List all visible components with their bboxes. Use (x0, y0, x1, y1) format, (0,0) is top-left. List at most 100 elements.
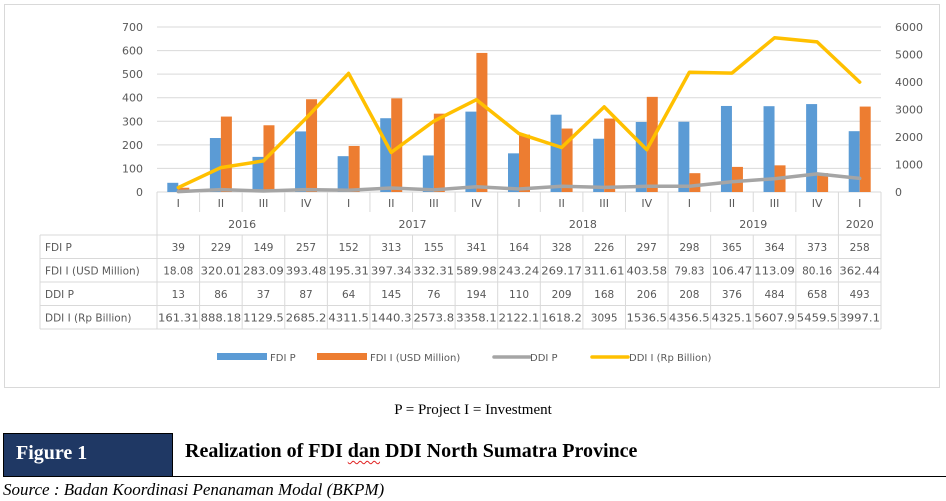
year-label: 2016 (228, 218, 256, 231)
bar-fdi-i (604, 118, 616, 192)
table-cell: 397.34 (371, 266, 412, 278)
table-cell: 328 (552, 242, 572, 254)
table-cell: 393.48 (286, 266, 327, 278)
table-cell: 168 (594, 289, 614, 301)
year-label: 2019 (739, 218, 767, 231)
table-cell: 149 (253, 242, 273, 254)
table-cell: 888.18 (201, 313, 242, 325)
table-cell: 37 (257, 289, 270, 301)
quarter-label: IV (641, 197, 652, 210)
chart-frame: 0 100 200 300 400 500 600 700 0 1000 2000 3000 4000… (4, 4, 940, 388)
legend-swatch-bar (317, 353, 367, 360)
table-cell: 4356.5 (669, 313, 710, 325)
table-cell: 376 (722, 289, 742, 301)
table-cell: 4311.5 (328, 313, 369, 325)
left-tick-label: 0 (136, 186, 143, 199)
table-cell: 1440.3 (371, 313, 412, 325)
table-cell: 658 (807, 289, 827, 301)
table-cell: 589.98 (456, 266, 497, 278)
table-cell: 39 (172, 242, 185, 254)
table-cell: 161.31 (158, 313, 199, 325)
right-tick-label: 6000 (895, 21, 923, 34)
table-cell: 76 (427, 289, 441, 301)
bar-fdi-i (689, 173, 701, 192)
table-cell: 4325.1 (712, 313, 753, 325)
table-cell: 313 (381, 242, 401, 254)
table-row-label: DDI P (45, 289, 74, 301)
bar-fdi-i (220, 116, 232, 192)
table-cell: 5459.5 (797, 313, 838, 325)
bars (167, 52, 871, 192)
figure-label: Figure 1 (16, 442, 88, 464)
table-cell: 195.31 (328, 266, 369, 278)
bar-fdi-p (806, 104, 818, 192)
figure-title-spellcheck-word: dan (347, 440, 381, 462)
quarter-label: I (858, 197, 861, 210)
quarter-label: II (558, 197, 565, 210)
line-ddi-p (176, 172, 862, 194)
quarter-label: IV (471, 197, 482, 210)
table-cell: 2685.2 (286, 313, 327, 325)
table-cell: 3095 (591, 313, 618, 325)
quarter-label: I (347, 197, 350, 210)
left-tick-label: 200 (122, 139, 143, 152)
table-cell: 110 (509, 289, 529, 301)
table-cell: 155 (424, 242, 444, 254)
table-cell: 2573.8 (414, 313, 455, 325)
bar-fdi-p (550, 114, 562, 192)
bar-fdi-i (306, 99, 318, 192)
quarter-label: II (729, 197, 736, 210)
figure-label-box: Figure 1 (3, 433, 173, 477)
bar-fdi-i (519, 134, 530, 192)
table-cell: 64 (342, 289, 356, 301)
table-cell: 164 (509, 242, 529, 254)
left-tick-label: 300 (122, 115, 143, 128)
table-cell: 13 (172, 289, 185, 301)
table-cell: 332.31 (414, 266, 455, 278)
table-cell: 2122.1 (499, 313, 540, 325)
table-cell: 311.61 (584, 266, 625, 278)
table-cell: 5607.9 (754, 313, 795, 325)
table-cell: 258 (850, 242, 870, 254)
table-cell: 403.58 (626, 266, 667, 278)
right-axis: 0 1000 2000 3000 4000 5000 6000 (895, 21, 923, 199)
line-ddi-i (176, 36, 862, 190)
left-tick-label: 400 (122, 92, 143, 105)
bar-fdi-i (731, 166, 743, 192)
right-tick-label: 0 (895, 186, 902, 199)
table-cell: 283.09 (243, 266, 284, 278)
figure-title: Realization of FDI dan DDI North Sumatra… (185, 440, 637, 463)
bar-fdi-p (337, 156, 349, 192)
table-cell: 3358.1 (456, 313, 497, 325)
table-cell: 269.17 (541, 266, 582, 278)
left-tick-label: 100 (122, 162, 143, 175)
bar-fdi-p (508, 153, 519, 192)
table-cell: 145 (381, 289, 401, 301)
right-tick-label: 3000 (895, 104, 923, 117)
quarter-label: II (388, 197, 395, 210)
table-cell: 87 (299, 289, 312, 301)
table-cell: 208 (679, 289, 699, 301)
table-cell: 1129.5 (243, 313, 284, 325)
table-cell: 79.83 (674, 266, 704, 278)
table-cell: 493 (850, 289, 870, 301)
table-cell: 362.44 (839, 266, 880, 278)
quarter-label: III (259, 197, 269, 210)
table-cell: 226 (594, 242, 614, 254)
quarter-label: II (218, 197, 225, 210)
bar-fdi-i (817, 173, 829, 192)
table-cell: 206 (637, 289, 657, 301)
table-cell: 3997.1 (839, 313, 880, 325)
quarter-label: III (429, 197, 439, 210)
table-cell: 373 (807, 242, 827, 254)
bar-fdi-p (848, 131, 860, 192)
year-label: 2018 (569, 218, 597, 231)
table-cell: 113.09 (754, 266, 795, 278)
legend: FDI P FDI I (USD Million) DDI P DDI I (Rp B… (217, 353, 711, 364)
table-cell: 152 (339, 242, 359, 254)
quarter-label: IV (812, 197, 823, 210)
bar-fdi-i (561, 128, 573, 192)
table-cell: 1618.2 (541, 313, 582, 325)
table-cell: 297 (637, 242, 657, 254)
